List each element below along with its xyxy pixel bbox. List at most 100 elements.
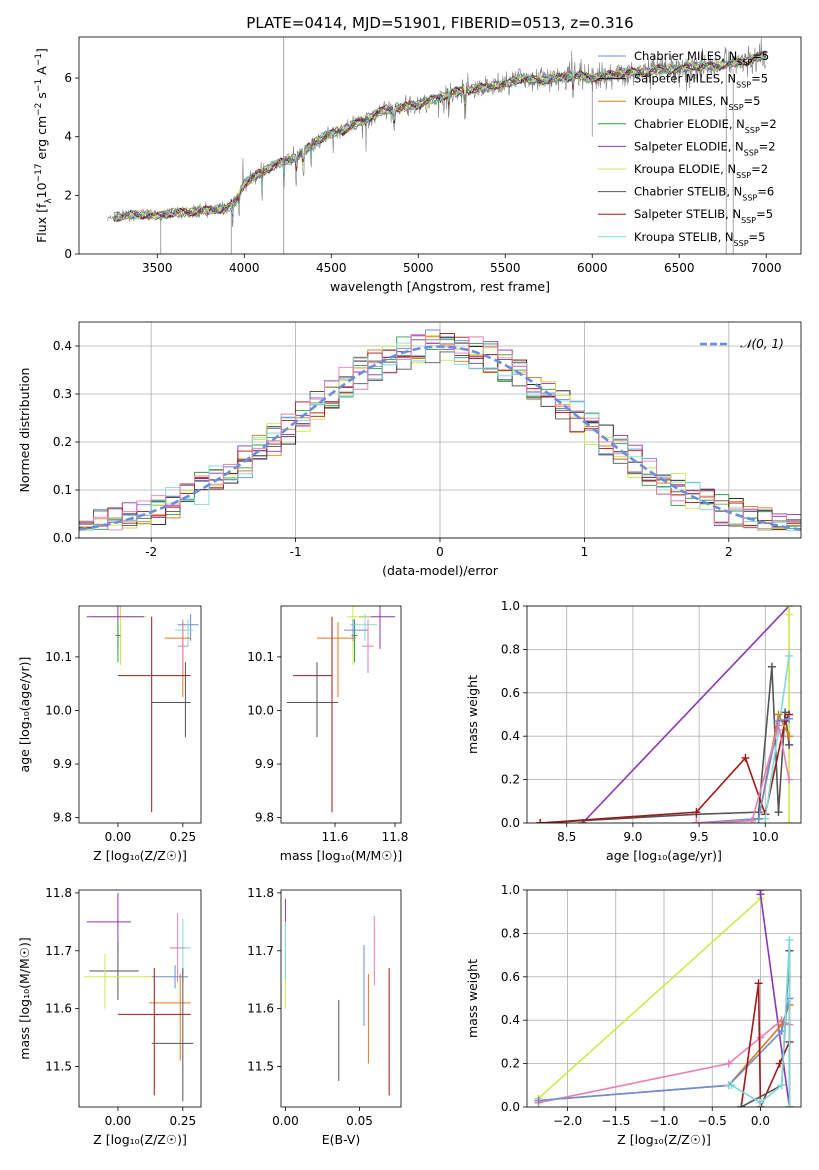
errorbar-point bbox=[350, 614, 377, 641]
errorbar-point bbox=[177, 619, 189, 673]
legend-sub: SSP bbox=[744, 148, 759, 157]
weight-marker bbox=[754, 814, 763, 823]
legend-label: Kroupa ELODIE, N bbox=[634, 162, 736, 176]
errorbar-point bbox=[347, 606, 371, 665]
errorbar-point bbox=[149, 973, 191, 1061]
legend-tail: =5 bbox=[749, 230, 766, 244]
legend-tail: =2 bbox=[751, 162, 768, 176]
x-tick-label: −2.0 bbox=[553, 1114, 582, 1128]
y-tick-label: 11.6 bbox=[247, 1002, 274, 1016]
legend-entry: Kroupa ELODIE, NSSP=2 bbox=[634, 162, 768, 180]
legend-entry: Salpeter MILES, NSSP=5 bbox=[634, 72, 768, 90]
plot-area bbox=[84, 892, 194, 1102]
errorbar-point bbox=[115, 619, 121, 663]
y-axis-label: Flux [fλ10−17 erg cm−2 s−1 A−1] bbox=[34, 48, 54, 243]
legend-entry: Chabrier STELIB, NSSP=6 bbox=[634, 185, 774, 203]
y-tick-label: 10.1 bbox=[45, 650, 72, 664]
x-tick-label: 6000 bbox=[577, 261, 608, 275]
errorbar-point bbox=[151, 968, 194, 1102]
x-axis-label: E(B-V) bbox=[322, 1132, 361, 1147]
weight-marker bbox=[741, 753, 750, 762]
y-tick-label: 4 bbox=[64, 130, 72, 144]
y-axis-label-part: −2 bbox=[34, 103, 44, 116]
x-tick-label: -1 bbox=[290, 545, 302, 559]
weight-marker bbox=[748, 816, 757, 823]
legend-tail: =2 bbox=[760, 117, 777, 131]
legend-label: Chabrier MILES, N bbox=[634, 49, 737, 63]
weight-marker bbox=[785, 1103, 794, 1107]
x-tick-label: 9.5 bbox=[690, 830, 709, 844]
y-tick-label: 0.3 bbox=[53, 387, 72, 401]
weight-marker bbox=[692, 808, 701, 817]
y-axis-label-part: −1 bbox=[34, 53, 44, 66]
y-axis-label: age [log₁₀(age/yr)] bbox=[17, 657, 32, 773]
weight-marker bbox=[785, 610, 794, 619]
axes-frame bbox=[526, 605, 802, 824]
x-tick-label: 0.00 bbox=[105, 830, 132, 844]
panel-spectrum: 3500 4000 4500 5000 5500 6000 6500 7000 0 2 4 6 wave… bbox=[34, 36, 802, 294]
axes-frame bbox=[78, 36, 802, 255]
x-tick-label: 2 bbox=[725, 545, 733, 559]
y-tick-label: 11.8 bbox=[45, 886, 72, 900]
axes-frame bbox=[280, 889, 402, 1108]
x-tick-label: 4000 bbox=[229, 261, 260, 275]
x-tick-label: 5500 bbox=[490, 261, 521, 275]
y-tick-label: 0.4 bbox=[501, 729, 520, 743]
errorbar-point bbox=[362, 619, 374, 673]
legend-entry: 𝒩(0, 1) bbox=[740, 337, 784, 351]
y-axis-label: mass [log₁₀(M/M☉)] bbox=[17, 937, 32, 1059]
axes: −2.0 −1.5 −1.0 −0.5 0.0 0.0 0.2 0.4 0.6 0.8 1.0 bbox=[501, 883, 770, 1128]
legend-sub: SSP bbox=[737, 58, 752, 67]
weight-marker bbox=[785, 935, 794, 944]
x-tick-label: 0.05 bbox=[346, 1114, 373, 1128]
y-tick-label: 1.0 bbox=[501, 883, 520, 897]
errorbar-point bbox=[359, 606, 395, 649]
y-axis-label-part: ] bbox=[34, 48, 49, 53]
normal-curve bbox=[79, 345, 801, 531]
weight-marker bbox=[785, 714, 794, 723]
errorbar-point bbox=[86, 606, 144, 649]
weight-marker bbox=[785, 606, 794, 610]
errorbar-point bbox=[351, 619, 358, 663]
y-tick-label: 10.1 bbox=[247, 650, 274, 664]
legend-entry: Salpeter ELODIE, NSSP=2 bbox=[634, 139, 776, 157]
legend-label: Chabrier ELODIE, N bbox=[634, 117, 745, 131]
plot-area bbox=[86, 606, 199, 813]
y-tick-label: 11.7 bbox=[45, 944, 72, 958]
weight-series bbox=[540, 714, 790, 823]
y-axis-label-part: −1 bbox=[34, 79, 44, 92]
legend-sub: SSP bbox=[729, 103, 744, 112]
y-axis-label: mass weight bbox=[465, 959, 480, 1038]
x-tick-label: 0.25 bbox=[169, 1114, 196, 1128]
y-axis-label-part: erg cm bbox=[34, 116, 49, 164]
weight-marker bbox=[536, 819, 545, 823]
axes: 3500 4000 4500 5000 5500 6000 6500 7000 0 2 4 6 bbox=[64, 71, 781, 275]
weight-marker bbox=[785, 651, 794, 660]
x-axis-label: Z [log₁₀(Z/Z☉)] bbox=[93, 848, 187, 863]
model-spectrum bbox=[113, 51, 767, 223]
legend-label: Kroupa MILES, N bbox=[634, 94, 729, 108]
y-tick-label: 0.6 bbox=[501, 686, 520, 700]
axes: 0.00 0.05 11.5 11.6 11.7 11.8 bbox=[247, 886, 373, 1128]
x-tick-label: 3500 bbox=[142, 261, 173, 275]
x-tick-label: 6500 bbox=[664, 261, 695, 275]
errorbar-point bbox=[151, 965, 189, 989]
y-axis-label: mass weight bbox=[465, 675, 480, 754]
y-tick-label: 0.6 bbox=[501, 970, 520, 984]
x-axis-label: age [log₁₀(age/yr)] bbox=[606, 848, 722, 863]
panel-mass-vs-EBV: 0.00 0.05 11.5 11.6 11.7 11.8 E(B-V) bbox=[247, 886, 402, 1147]
x-tick-label: 11.8 bbox=[382, 830, 409, 844]
legend-tail: =6 bbox=[757, 185, 774, 199]
weight-marker bbox=[756, 1098, 765, 1107]
y-tick-label: 0.0 bbox=[501, 1100, 520, 1114]
axes: 11.6 11.8 9.8 9.9 10.0 10.1 bbox=[247, 650, 408, 844]
legend-tail: =2 bbox=[759, 139, 776, 153]
x-axis-label: wavelength [Angstrom, rest frame] bbox=[330, 279, 550, 294]
y-tick-label: 0.1 bbox=[53, 483, 72, 497]
legend-sub: SSP bbox=[736, 80, 751, 89]
legend-entry: Kroupa STELIB, NSSP=5 bbox=[634, 230, 765, 248]
legend-entry: Kroupa MILES, NSSP=5 bbox=[634, 94, 760, 112]
weight-marker bbox=[785, 732, 794, 741]
errorbar-point bbox=[89, 942, 139, 1000]
y-tick-label: 11.6 bbox=[45, 1002, 72, 1016]
